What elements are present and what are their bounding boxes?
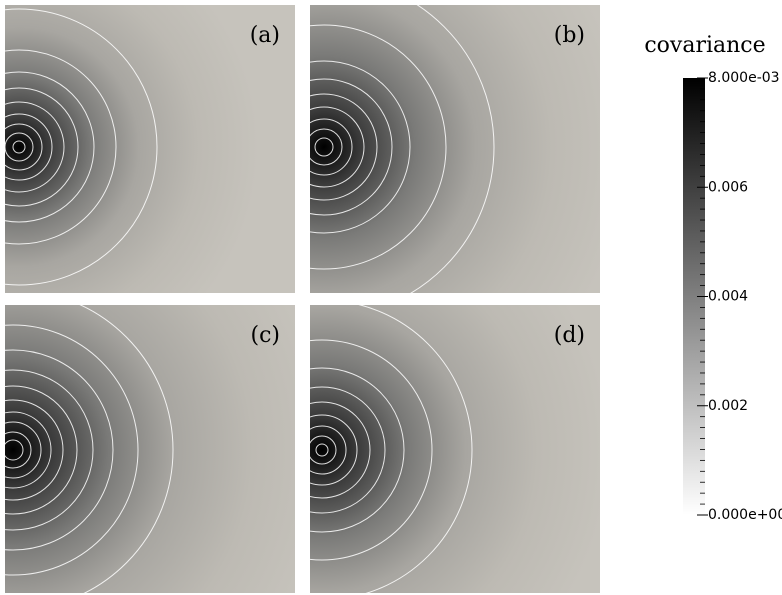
contour — [310, 425, 347, 475]
contour — [5, 349, 114, 551]
contour — [5, 411, 52, 489]
contour — [5, 431, 32, 469]
colorbar-title: covariance — [644, 33, 765, 58]
colorbar-tick-label: 0.006 — [708, 179, 748, 195]
contour — [310, 78, 393, 216]
panel-field — [5, 305, 295, 593]
contour — [5, 71, 95, 223]
contour — [358, 305, 473, 593]
contour — [5, 49, 117, 245]
contour — [5, 132, 34, 162]
contour — [314, 137, 334, 157]
contour — [310, 93, 378, 201]
contour — [410, 5, 495, 293]
contour — [310, 60, 411, 234]
panel — [5, 5, 295, 293]
contour — [5, 101, 65, 193]
contour — [5, 324, 139, 576]
colorbar-tick-label: 0.000e+00 — [708, 507, 782, 523]
contour — [310, 339, 433, 561]
contour — [310, 128, 343, 166]
contour — [310, 106, 365, 188]
panel-label: (b) — [554, 23, 585, 48]
contour — [5, 123, 43, 171]
panel-label: (c) — [251, 323, 281, 348]
contour — [5, 8, 158, 286]
contour — [12, 140, 26, 154]
contour — [5, 87, 79, 207]
colorbar-tick-label: 8.000e-03 — [708, 70, 780, 86]
contour — [310, 118, 353, 176]
panel-label: (a) — [250, 23, 280, 48]
panel-field — [310, 305, 600, 593]
contour — [310, 386, 386, 514]
contour — [79, 305, 174, 593]
panel-field — [310, 5, 600, 293]
contour — [315, 443, 329, 457]
panel-label: (d) — [554, 323, 585, 348]
panel — [5, 305, 295, 593]
panel — [310, 5, 600, 293]
contour — [310, 367, 405, 533]
colorbar-tick-label: 0.002 — [708, 398, 748, 414]
contour — [5, 439, 24, 461]
contour — [310, 401, 371, 499]
panel-field — [5, 5, 295, 293]
panel — [310, 305, 600, 593]
contour — [5, 369, 94, 531]
contour — [5, 385, 78, 515]
contour — [310, 414, 358, 486]
contour — [310, 24, 447, 270]
contour — [5, 421, 42, 479]
contour — [5, 113, 53, 181]
contour — [5, 399, 64, 501]
colorbar-tick-label: 0.004 — [708, 289, 748, 305]
contour — [310, 435, 337, 465]
